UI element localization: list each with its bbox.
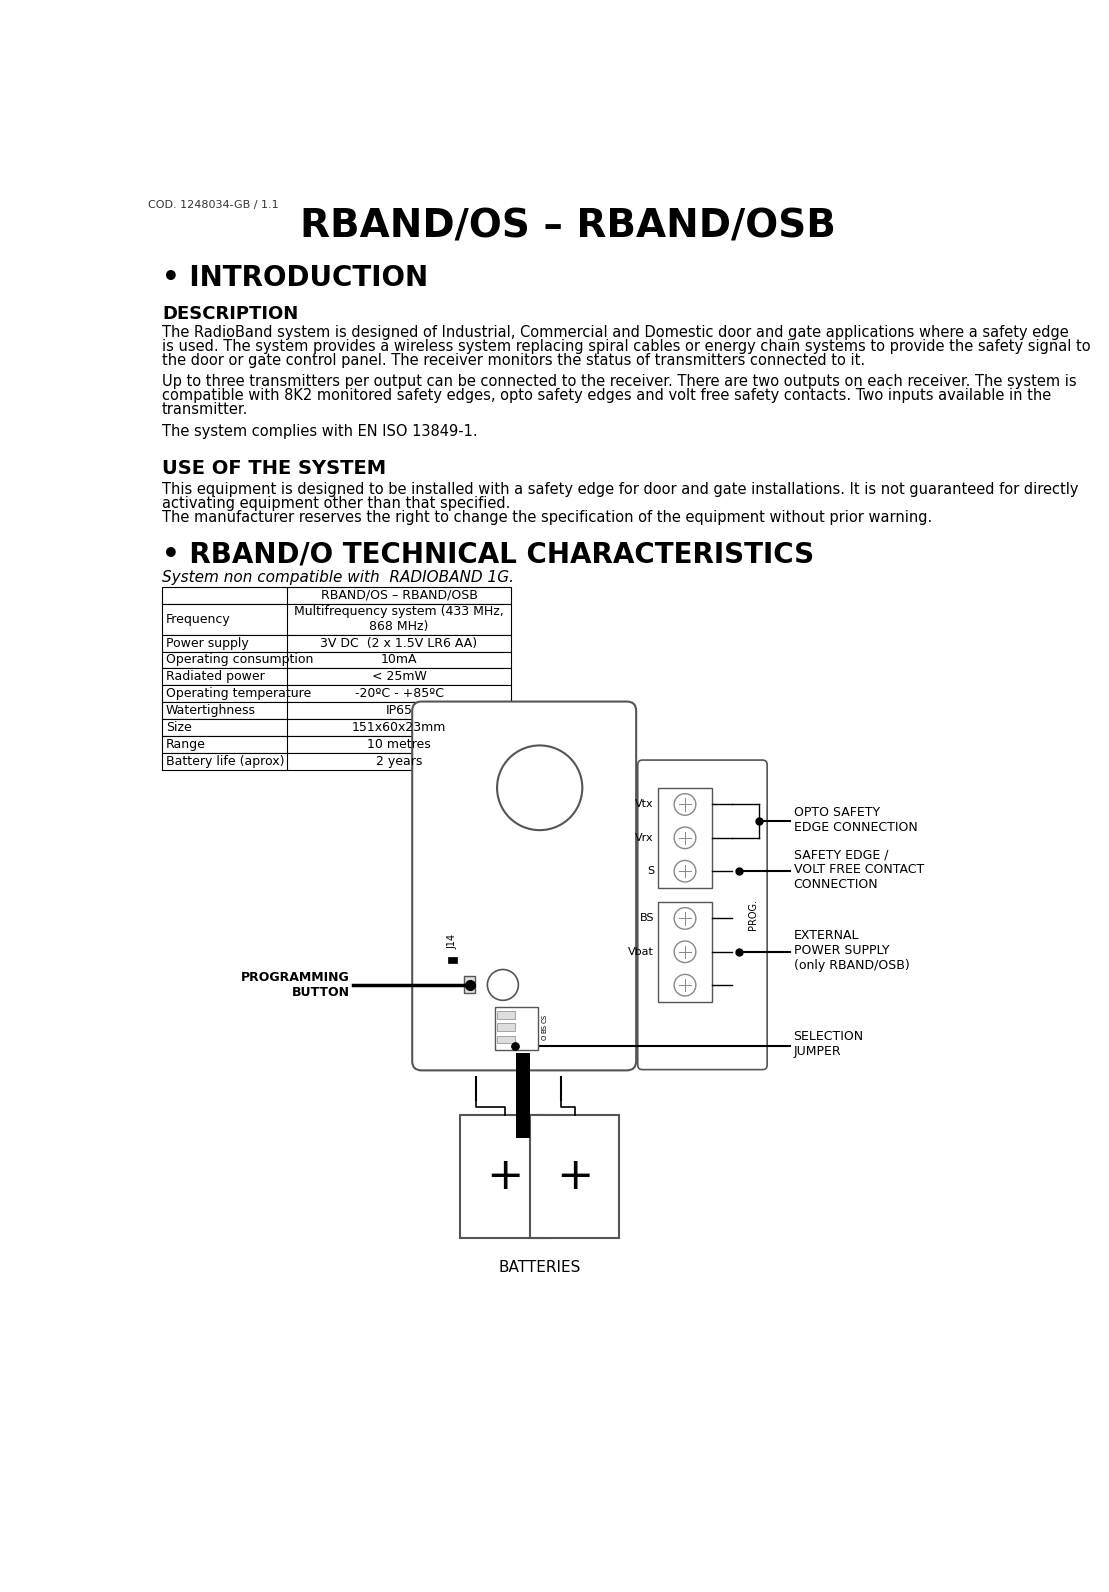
Text: Battery life (aprox): Battery life (aprox) xyxy=(165,755,284,767)
Text: SAFETY EDGE /
VOLT FREE CONTACT
CONNECTION: SAFETY EDGE / VOLT FREE CONTACT CONNECTI… xyxy=(794,849,924,892)
Text: Operating temperature: Operating temperature xyxy=(165,688,311,700)
Text: USE OF THE SYSTEM: USE OF THE SYSTEM xyxy=(162,458,386,478)
Bar xyxy=(162,720,510,736)
Text: < 25mW: < 25mW xyxy=(372,670,427,683)
Text: J14: J14 xyxy=(448,935,458,949)
Text: BS: BS xyxy=(541,1024,548,1033)
Text: DESCRIPTION: DESCRIPTION xyxy=(162,306,298,323)
Circle shape xyxy=(487,970,518,1000)
Circle shape xyxy=(674,941,695,963)
FancyBboxPatch shape xyxy=(413,702,637,1070)
Circle shape xyxy=(674,794,695,815)
Text: 10mA: 10mA xyxy=(380,653,417,667)
Text: 151x60x23mm: 151x60x23mm xyxy=(352,721,446,734)
Text: Multifrequency system (433 MHz,
868 MHz): Multifrequency system (433 MHz, 868 MHz) xyxy=(294,605,503,634)
Text: 2 years: 2 years xyxy=(376,755,423,767)
Text: Watertighness: Watertighness xyxy=(165,704,256,718)
Text: the door or gate control panel. The receiver monitors the status of transmitters: the door or gate control panel. The rece… xyxy=(162,353,865,368)
Bar xyxy=(162,635,510,651)
Bar xyxy=(448,957,457,963)
Text: Vrx: Vrx xyxy=(635,833,654,842)
Text: The manufacturer reserves the right to change the specification of the equipment: The manufacturer reserves the right to c… xyxy=(162,509,933,525)
Text: Size: Size xyxy=(165,721,192,734)
Text: S: S xyxy=(647,866,654,876)
Text: BATTERIES: BATTERIES xyxy=(499,1259,581,1275)
Bar xyxy=(162,669,510,686)
Bar xyxy=(162,736,510,753)
Bar xyxy=(498,1024,515,1032)
Bar xyxy=(658,901,712,1001)
Text: This equipment is designed to be installed with a safety edge for door and gate : This equipment is designed to be install… xyxy=(162,482,1078,497)
Text: transmitter.: transmitter. xyxy=(162,403,248,417)
Text: Range: Range xyxy=(165,739,205,751)
Circle shape xyxy=(497,745,582,829)
Bar xyxy=(162,603,510,635)
Text: The system complies with EN ISO 13849-1.: The system complies with EN ISO 13849-1. xyxy=(162,423,478,438)
Text: 3V DC  (2 x 1.5V LR6 AA): 3V DC (2 x 1.5V LR6 AA) xyxy=(321,637,478,650)
Text: RBAND/OS – RBAND/OSB: RBAND/OS – RBAND/OSB xyxy=(301,209,836,247)
Circle shape xyxy=(674,907,695,930)
Bar xyxy=(460,1114,549,1239)
Bar xyxy=(162,702,510,720)
Text: COD. 1248034-GB / 1.1: COD. 1248034-GB / 1.1 xyxy=(147,201,278,210)
Text: Vbat: Vbat xyxy=(628,947,654,957)
Bar xyxy=(530,1114,619,1239)
Text: EXTERNAL
POWER SUPPLY
(only RBAND/OSB): EXTERNAL POWER SUPPLY (only RBAND/OSB) xyxy=(794,928,909,971)
Text: Up to three transmitters per output can be connected to the receiver. There are : Up to three transmitters per output can … xyxy=(162,374,1077,390)
Text: O: O xyxy=(541,1035,548,1040)
Text: RBAND/OS – RBAND/OSB: RBAND/OS – RBAND/OSB xyxy=(321,589,478,602)
Text: Operating consumption: Operating consumption xyxy=(165,653,313,667)
Text: +: + xyxy=(556,1156,593,1199)
Text: PROG.: PROG. xyxy=(749,899,759,930)
Text: Vtx: Vtx xyxy=(635,799,654,809)
Text: PROGRAMMING
BUTTON: PROGRAMMING BUTTON xyxy=(241,971,349,1000)
Bar xyxy=(658,788,712,888)
Circle shape xyxy=(674,974,695,997)
Bar xyxy=(162,651,510,669)
Text: -20ºC - +85ºC: -20ºC - +85ºC xyxy=(355,688,444,700)
Bar xyxy=(498,1036,515,1043)
Text: • INTRODUCTION: • INTRODUCTION xyxy=(162,264,428,293)
Bar xyxy=(517,1054,530,1138)
Text: is used. The system provides a wireless system replacing spiral cables or energy: is used. The system provides a wireless … xyxy=(162,339,1090,353)
Text: System non compatible with  RADIOBAND 1G.: System non compatible with RADIOBAND 1G. xyxy=(162,570,513,584)
Text: BS: BS xyxy=(640,914,654,923)
Bar xyxy=(465,976,475,993)
Text: • RBAND/O TECHNICAL CHARACTERISTICS: • RBAND/O TECHNICAL CHARACTERISTICS xyxy=(162,541,814,568)
Text: Frequency: Frequency xyxy=(165,613,231,626)
Text: activating equipment other than that specified.: activating equipment other than that spe… xyxy=(162,497,510,511)
Bar xyxy=(162,753,510,771)
Bar xyxy=(162,686,510,702)
Text: Power supply: Power supply xyxy=(165,637,248,650)
Text: Radiated power: Radiated power xyxy=(165,670,265,683)
Text: CS: CS xyxy=(541,1014,548,1022)
Text: The RadioBand system is designed of Industrial, Commercial and Domestic door and: The RadioBand system is designed of Indu… xyxy=(162,325,1069,341)
Bar xyxy=(498,1011,515,1019)
Bar xyxy=(495,1008,538,1049)
Text: SELECTION
JUMPER: SELECTION JUMPER xyxy=(794,1030,864,1059)
Circle shape xyxy=(674,860,695,882)
Text: IP65: IP65 xyxy=(386,704,413,718)
Text: OPTO SAFETY
EDGE CONNECTION: OPTO SAFETY EDGE CONNECTION xyxy=(794,806,917,834)
Text: 10 metres: 10 metres xyxy=(367,739,431,751)
Text: compatible with 8K2 monitored safety edges, opto safety edges and volt free safe: compatible with 8K2 monitored safety edg… xyxy=(162,388,1051,403)
Text: +: + xyxy=(486,1156,523,1199)
Circle shape xyxy=(674,828,695,849)
Bar xyxy=(162,587,510,603)
FancyBboxPatch shape xyxy=(638,759,767,1070)
